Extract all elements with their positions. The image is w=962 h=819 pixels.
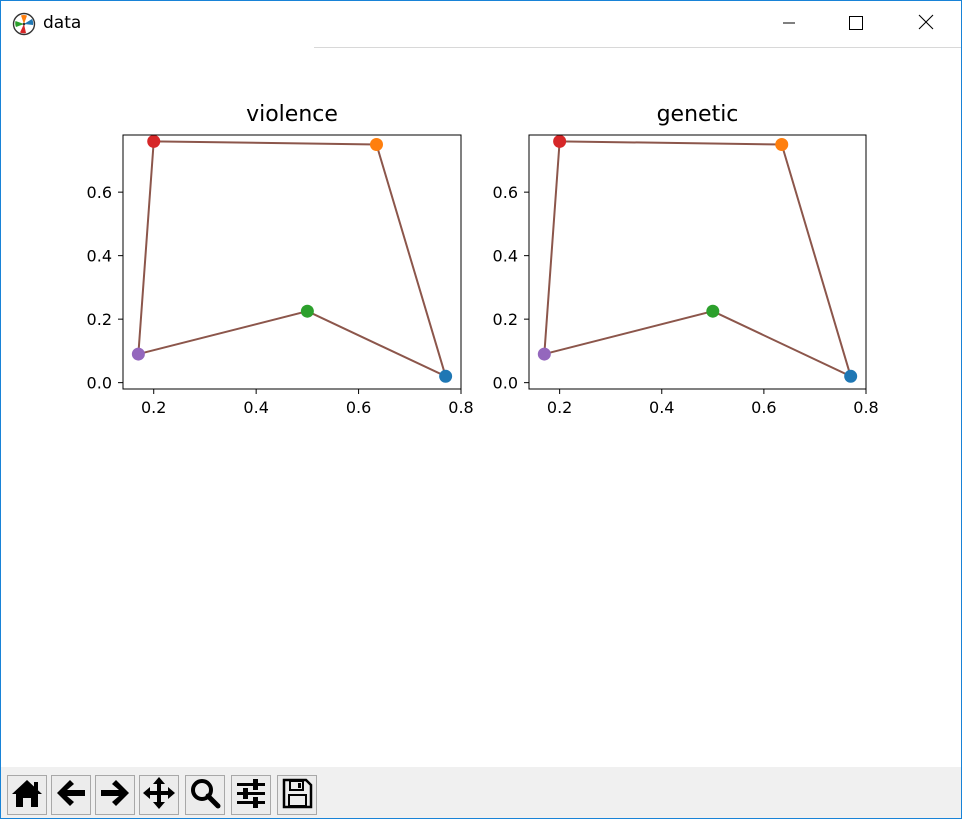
navigation-toolbar	[1, 767, 961, 818]
x-tick-label: 0.4	[649, 398, 674, 417]
y-tick-label: 0.2	[493, 310, 518, 329]
scatter-point	[370, 138, 383, 152]
chart-title: genetic	[657, 102, 739, 127]
back-button[interactable]	[51, 775, 91, 815]
scatter-point	[439, 369, 453, 383]
scatter-point	[775, 138, 789, 152]
y-tick-label: 0.4	[493, 247, 518, 266]
home-button[interactable]	[7, 775, 47, 815]
x-tick-label: 0.8	[448, 398, 473, 417]
figure-canvas[interactable]: violence 0.2 0.4 0.6 0.8 0.0 0.2 0.4 0.6 genetic 0…	[1, 47, 961, 767]
matplotlib-app-icon	[12, 12, 36, 36]
maximize-button[interactable]	[833, 1, 879, 47]
scatter-point	[131, 347, 145, 361]
x-tick-label: 0.8	[853, 398, 878, 417]
axes-frame	[122, 134, 462, 390]
title-bar[interactable]: data	[1, 1, 961, 47]
scatter-point	[300, 304, 314, 318]
x-tick-label: 0.2	[141, 398, 166, 417]
scatter-point	[147, 134, 161, 148]
forward-arrow-icon	[98, 776, 132, 814]
window-title: data	[43, 13, 82, 33]
floppy-save-icon	[280, 776, 314, 814]
y-tick-label: 0.0	[493, 374, 518, 393]
x-tick-label: 0.2	[547, 398, 572, 417]
save-button[interactable]	[277, 775, 317, 815]
zoom-magnifier-icon	[188, 776, 222, 814]
y-tick-label: 0.6	[493, 183, 518, 202]
y-tick-label: 0.6	[87, 183, 112, 202]
polygon-line	[137, 140, 448, 379]
sliders-icon	[234, 776, 268, 814]
zoom-button[interactable]	[185, 775, 225, 815]
pan-button[interactable]	[139, 775, 179, 815]
title-separator	[314, 47, 961, 48]
x-tick-label: 0.6	[751, 398, 776, 417]
close-icon	[918, 14, 934, 34]
back-arrow-icon	[54, 776, 88, 814]
close-button[interactable]	[903, 1, 949, 47]
scatter-point	[706, 304, 720, 318]
scatter-point	[553, 134, 567, 148]
axes-frame	[528, 134, 867, 390]
chart-title: violence	[246, 102, 338, 127]
home-icon	[10, 776, 44, 814]
minimize-icon	[782, 15, 796, 34]
x-tick-label: 0.6	[346, 398, 371, 417]
x-tick-label: 0.4	[243, 398, 268, 417]
scatter-point	[844, 369, 858, 383]
forward-button[interactable]	[95, 775, 135, 815]
y-tick-label: 0.0	[87, 374, 112, 393]
configure-subplots-button[interactable]	[231, 775, 271, 815]
minimize-button[interactable]	[766, 1, 812, 47]
subplot-genetic: genetic 0.2 0.4 0.6 0.8 0.0 0.2 0.4 0.6	[493, 102, 879, 417]
maximize-icon	[849, 15, 863, 34]
polygon-line	[543, 140, 853, 379]
subplot-violence: violence 0.2 0.4 0.6 0.8 0.0 0.2 0.4 0.6	[87, 102, 474, 417]
scatter-point	[537, 347, 551, 361]
pan-move-icon	[142, 776, 176, 814]
y-tick-label: 0.2	[87, 310, 112, 329]
y-tick-label: 0.4	[87, 247, 112, 266]
